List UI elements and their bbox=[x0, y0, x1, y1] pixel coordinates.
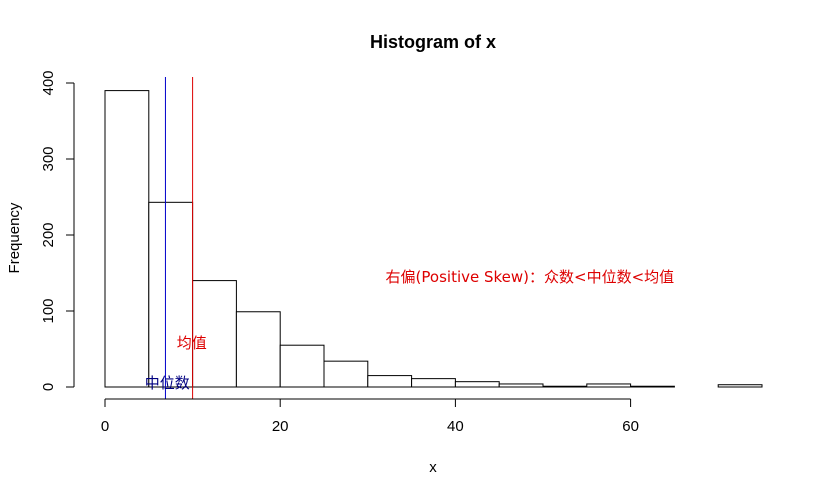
histogram-bar bbox=[323, 360, 369, 388]
reference-lines bbox=[164, 77, 194, 399]
y-axis-label: Frequency bbox=[6, 202, 23, 273]
annotation-0: 中位数 bbox=[145, 374, 190, 392]
y-tick-label: 100 bbox=[40, 298, 57, 323]
y-axis: 0 100 200 300 400 bbox=[40, 70, 75, 391]
y-tick-label: 400 bbox=[40, 70, 57, 95]
histogram-bar bbox=[148, 201, 194, 388]
x-tick-label: 40 bbox=[447, 418, 464, 435]
histogram-bar bbox=[498, 383, 544, 388]
histogram-bars bbox=[104, 90, 763, 388]
histogram-bar bbox=[542, 385, 588, 388]
histogram-bar bbox=[717, 384, 763, 388]
histogram-bar bbox=[192, 280, 237, 388]
histogram-bar bbox=[586, 383, 632, 388]
annotation-2: 右偏(Positive Skew)：众数<中位数<均值 bbox=[386, 268, 675, 286]
histogram-bar bbox=[367, 375, 413, 388]
chart-title: Histogram of x bbox=[370, 32, 496, 52]
histogram-bar bbox=[279, 344, 325, 388]
x-tick-label: 60 bbox=[622, 418, 639, 435]
x-axis-label: x bbox=[429, 459, 437, 476]
x-axis: 0 20 40 60 bbox=[101, 398, 639, 435]
y-tick-label: 0 bbox=[40, 383, 57, 391]
x-tick-label: 20 bbox=[272, 418, 289, 435]
y-tick-label: 300 bbox=[40, 146, 57, 171]
histogram-bar bbox=[235, 311, 281, 388]
annotation-1: 均值 bbox=[177, 334, 207, 352]
annotations: 中位数 均值 右偏(Positive Skew)：众数<中位数<均值 bbox=[145, 268, 674, 392]
x-tick-label: 0 bbox=[101, 418, 109, 435]
y-tick-label: 200 bbox=[40, 222, 57, 247]
histogram-bar bbox=[411, 378, 456, 388]
histogram-bar bbox=[104, 90, 150, 388]
histogram-bar bbox=[454, 381, 500, 388]
histogram-bar bbox=[630, 385, 675, 388]
